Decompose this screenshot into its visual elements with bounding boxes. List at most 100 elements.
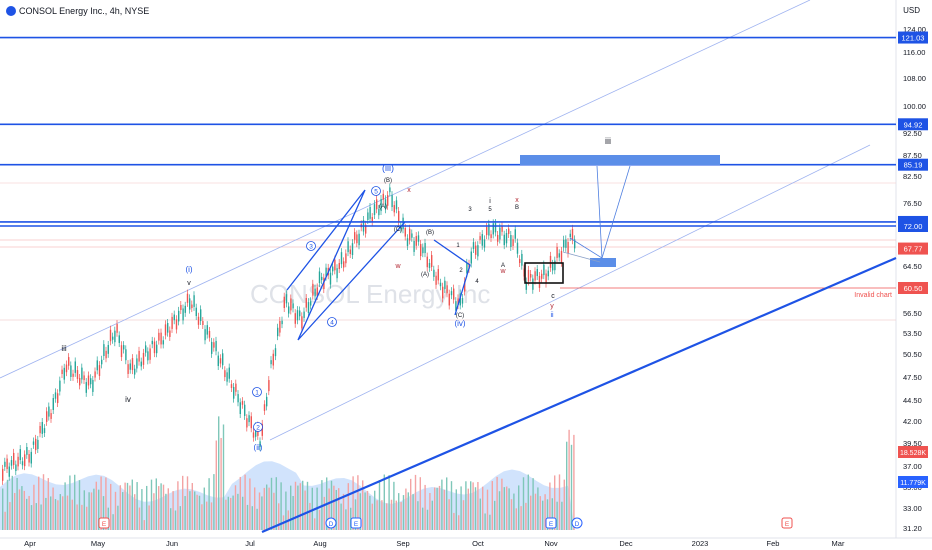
volume-bar (455, 489, 457, 530)
candle-body (560, 251, 563, 263)
volume-bar (561, 501, 563, 530)
candle-body (248, 415, 250, 423)
candle-body (105, 350, 107, 359)
volume-value-tag (898, 476, 928, 488)
wave-count-label: 5 (374, 189, 378, 196)
volume-bar (446, 477, 448, 530)
candle-body (4, 461, 6, 467)
volume-bar (208, 478, 210, 530)
volume-bar (239, 476, 241, 530)
volume-bar (390, 499, 393, 530)
volume-bar (374, 490, 376, 530)
wave-label: x (407, 187, 411, 194)
volume-bar (254, 487, 256, 530)
candle-body (98, 365, 101, 376)
candle-body (219, 358, 222, 364)
candle-body (266, 396, 268, 407)
volume-bar (419, 477, 421, 530)
volume-bar (482, 486, 484, 530)
candle-body (398, 210, 400, 223)
candle-body (420, 244, 422, 257)
volume-bar (136, 482, 138, 530)
volume-bar (93, 488, 95, 530)
wave-label: A (501, 263, 505, 269)
wave-count-label: 2 (256, 425, 260, 432)
volume-bar (462, 500, 465, 530)
candle-body (409, 228, 411, 241)
x-tick-label: Mar (832, 539, 845, 548)
volume-bar (258, 492, 261, 530)
target-zone-box (520, 155, 720, 165)
symbol-title: CONSOL Energy Inc., 4h, NYSE (19, 6, 150, 16)
candle-body (10, 460, 13, 466)
volume-bar (126, 482, 129, 530)
earnings-badge (98, 517, 110, 529)
support-trendline (261, 256, 897, 534)
candle-body (120, 345, 123, 358)
volume-bar (388, 475, 390, 530)
volume-bar (42, 474, 45, 530)
candle-body (554, 260, 556, 271)
candle-body (395, 200, 398, 210)
candle-body (527, 269, 530, 282)
candle-body (277, 327, 279, 337)
candle-body (340, 252, 343, 265)
candle-body (136, 358, 138, 369)
volume-bar (40, 504, 42, 530)
volume-bar (273, 492, 275, 530)
candle-body (103, 344, 105, 357)
volume-bar (458, 515, 460, 530)
volume-bar (294, 481, 297, 530)
volume-bar (486, 489, 489, 530)
candle-body (255, 426, 257, 437)
candle-body (30, 451, 32, 464)
volume-bar (417, 501, 419, 530)
volume-bar (278, 503, 280, 530)
volume-bar (266, 484, 268, 530)
y-tick-label: 56.50 (903, 309, 922, 318)
candle-body (206, 325, 208, 335)
volume-bar (542, 500, 544, 530)
candle-body (180, 304, 182, 311)
candle-body (461, 298, 464, 304)
candle-body (235, 383, 237, 392)
candle-body (371, 217, 373, 222)
candle-body (431, 255, 433, 267)
price-level-tag (898, 31, 928, 44)
candle-body (184, 305, 186, 313)
candle-body (156, 344, 158, 354)
y-tick-label: 100.00 (903, 102, 926, 111)
volume-bar (230, 497, 232, 530)
candle-body (422, 247, 424, 254)
candle-body (433, 269, 435, 277)
candle-body (26, 446, 28, 455)
pullback-zone-box (590, 258, 616, 267)
candle-body (37, 439, 39, 449)
candle-body (2, 468, 4, 481)
volume-bar (573, 434, 575, 530)
wave-label: (C) (394, 227, 402, 233)
volume-bar (124, 482, 126, 530)
volume-bar (179, 506, 181, 530)
volume-bar (59, 494, 61, 530)
candle-body (325, 267, 327, 277)
candle-body (532, 278, 534, 290)
candle-body (499, 227, 501, 240)
candle-body (204, 329, 206, 341)
candle-body (525, 281, 527, 290)
volume-bar (47, 478, 49, 530)
volume-bar (9, 502, 11, 530)
volume-bar (203, 487, 205, 530)
candle-body (202, 321, 204, 325)
volume-bar (290, 485, 292, 530)
candle-body (334, 259, 336, 271)
volume-bar (134, 494, 136, 530)
candle-body (521, 253, 523, 266)
volume-bar (378, 480, 381, 530)
wave-count-label: 4 (330, 320, 334, 327)
candle-body (19, 449, 21, 461)
dividend-badge (571, 517, 583, 529)
volume-bar (86, 506, 88, 530)
